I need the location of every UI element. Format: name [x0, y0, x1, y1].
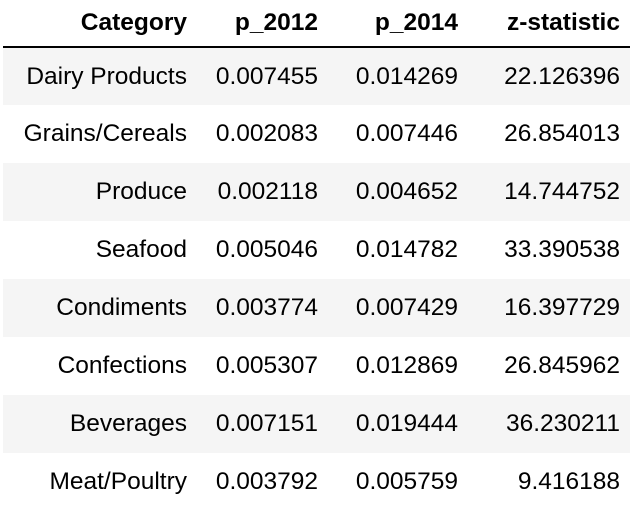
cell-category: Meat/Poultry: [3, 453, 188, 511]
column-header-category: Category: [3, 0, 188, 48]
table-row: Condiments 0.003774 0.007429 16.397729: [3, 279, 630, 337]
table-row: Meat/Poultry 0.003792 0.005759 9.416188: [3, 453, 630, 511]
table-header: Category p_2012 p_2014 z-statistic: [3, 0, 630, 48]
cell-category: Seafood: [3, 221, 188, 279]
table-body: Dairy Products 0.007455 0.014269 22.1263…: [3, 47, 630, 511]
cell-z-statistic: 22.126396: [468, 47, 630, 105]
column-header-p-2012: p_2012: [188, 0, 328, 48]
table-row: Grains/Cereals 0.002083 0.007446 26.8540…: [3, 105, 630, 163]
cell-p-2012: 0.005046: [188, 221, 328, 279]
cell-z-statistic: 9.416188: [468, 453, 630, 511]
cell-z-statistic: 26.854013: [468, 105, 630, 163]
cell-p-2014: 0.007429: [328, 279, 468, 337]
cell-z-statistic: 33.390538: [468, 221, 630, 279]
table-row: Seafood 0.005046 0.014782 33.390538: [3, 221, 630, 279]
table-row: Beverages 0.007151 0.019444 36.230211: [3, 395, 630, 453]
header-row: Category p_2012 p_2014 z-statistic: [3, 0, 630, 48]
cell-category: Beverages: [3, 395, 188, 453]
cell-category: Produce: [3, 163, 188, 221]
cell-category: Dairy Products: [3, 47, 188, 105]
cell-p-2014: 0.014269: [328, 47, 468, 105]
table-row: Produce 0.002118 0.004652 14.744752: [3, 163, 630, 221]
cell-p-2014: 0.004652: [328, 163, 468, 221]
cell-p-2012: 0.002118: [188, 163, 328, 221]
cell-category: Confections: [3, 337, 188, 395]
cell-z-statistic: 14.744752: [468, 163, 630, 221]
cell-p-2012: 0.007455: [188, 47, 328, 105]
cell-z-statistic: 36.230211: [468, 395, 630, 453]
cell-p-2012: 0.003774: [188, 279, 328, 337]
cell-p-2014: 0.007446: [328, 105, 468, 163]
cell-p-2014: 0.005759: [328, 453, 468, 511]
cell-p-2012: 0.005307: [188, 337, 328, 395]
cell-p-2014: 0.012869: [328, 337, 468, 395]
cell-category: Condiments: [3, 279, 188, 337]
table-row: Dairy Products 0.007455 0.014269 22.1263…: [3, 47, 630, 105]
column-header-z-statistic: z-statistic: [468, 0, 630, 48]
cell-p-2014: 0.014782: [328, 221, 468, 279]
table-row: Confections 0.005307 0.012869 26.845962: [3, 337, 630, 395]
cell-z-statistic: 16.397729: [468, 279, 630, 337]
cell-p-2012: 0.007151: [188, 395, 328, 453]
cell-p-2012: 0.003792: [188, 453, 328, 511]
cell-z-statistic: 26.845962: [468, 337, 630, 395]
column-header-p-2014: p_2014: [328, 0, 468, 48]
cell-category: Grains/Cereals: [3, 105, 188, 163]
cell-p-2014: 0.019444: [328, 395, 468, 453]
cell-p-2012: 0.002083: [188, 105, 328, 163]
dataframe-table: Category p_2012 p_2014 z-statistic Dairy…: [3, 0, 630, 511]
